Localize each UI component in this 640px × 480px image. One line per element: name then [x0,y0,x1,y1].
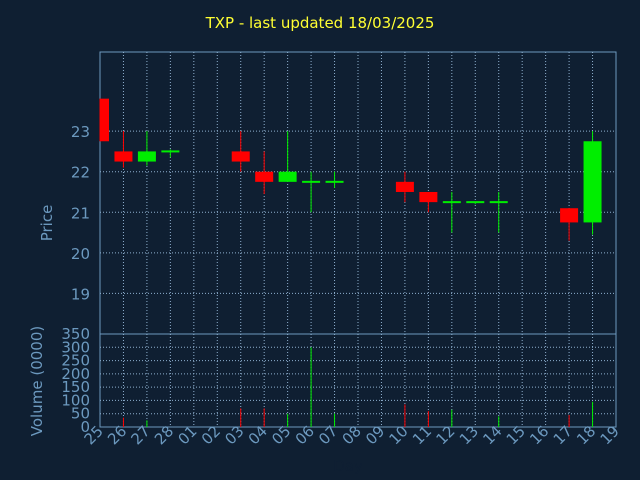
candle-body [489,201,508,204]
x-tick-label: 28 [151,422,177,448]
x-tick-label: 10 [386,422,412,448]
volume-tick-label: 100 [61,391,90,409]
x-tick-label: 12 [432,422,458,448]
candle-body [278,171,297,182]
x-tick-label: 17 [550,422,576,448]
price-tick-label: 21 [71,204,90,222]
candle-body [560,208,579,223]
candle-body [100,98,109,142]
candle-body [419,191,438,203]
chart-title: TXP - last updated 18/03/2025 [205,14,435,32]
volume-panel-frame [99,333,617,428]
x-tick-label: 16 [526,422,552,448]
candle-body [583,141,602,223]
x-axis-label: Day [333,457,363,475]
x-tick-label: 08 [339,422,365,448]
volume-tick-label: 200 [61,365,90,383]
candle-body [325,180,344,183]
volume-tick-label: 150 [61,378,90,396]
x-tick-label: 06 [292,422,318,448]
volume-axis-label: Volume (0000) [28,326,46,436]
price-tick-label: 22 [71,164,90,182]
candle-body [442,201,461,204]
x-tick-label: 09 [362,422,388,448]
volume-tick-label: 300 [61,338,90,356]
volume-tick-label: 350 [61,325,90,343]
candle-body [395,181,414,192]
candle-body [161,150,180,153]
x-tick-label: 27 [128,422,154,448]
candle-body [137,151,156,162]
candle-body [114,151,133,162]
x-tick-label: 04 [245,422,271,448]
price-tick-label: 20 [71,245,90,263]
x-tick-label: 05 [268,422,294,448]
x-tick-label: 19 [597,422,623,448]
volume-tick-label: 0 [80,418,90,436]
price-axis-label: Price [38,205,56,242]
candle-body [231,151,250,162]
x-tick-label: 03 [221,422,247,448]
price-tick-label: 23 [71,123,90,141]
x-tick-label: 18 [573,422,599,448]
x-tick-label: 02 [198,422,224,448]
x-tick-label: 26 [104,422,130,448]
x-tick-label: 01 [174,422,200,448]
price-tick-label: 19 [71,285,90,303]
x-tick-label: 14 [479,422,505,448]
x-tick-label: 07 [315,422,341,448]
volume-tick-label: 50 [71,405,90,423]
candle-body [466,201,485,204]
candle-body [255,171,274,182]
x-tick-label: 15 [503,422,529,448]
x-tick-label: 13 [456,422,482,448]
candle-body [302,180,321,183]
volume-tick-label: 250 [61,352,90,370]
x-tick-label: 11 [409,422,435,448]
